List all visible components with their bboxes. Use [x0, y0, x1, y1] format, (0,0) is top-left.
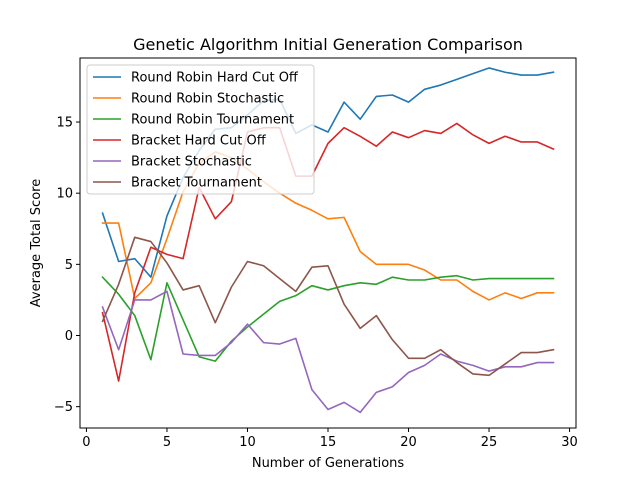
x-tick-label: 0	[82, 435, 90, 450]
x-tick-label: 10	[239, 435, 256, 450]
x-axis: 0 5 10 15 20 25 30	[82, 428, 578, 450]
x-tick-label: 5	[163, 435, 171, 450]
legend-label: Round Robin Hard Cut Off	[131, 71, 299, 86]
y-tick-label: −5	[54, 400, 73, 415]
legend-label: Round Robin Tournament	[131, 113, 294, 128]
series-line-5	[101, 290, 555, 414]
series-line-4	[101, 122, 555, 382]
y-axis: −5 0 5 10 15	[54, 116, 80, 415]
legend-box	[86, 64, 315, 195]
series-line-2	[101, 151, 555, 301]
legend-label: Bracket Tournament	[131, 176, 262, 191]
y-tick-label: 15	[56, 116, 73, 131]
series-line-6	[101, 236, 555, 377]
x-axis-label: Number of Generations	[252, 456, 405, 471]
legend-label: Bracket Hard Cut Off	[131, 134, 267, 149]
series-line-3	[101, 274, 555, 362]
legend-label: Bracket Stochastic	[131, 155, 252, 170]
chart-title: Genetic Algorithm Initial Generation Com…	[133, 35, 523, 54]
x-tick-label: 15	[320, 435, 337, 450]
legend-label: Round Robin Stochastic	[131, 92, 284, 107]
legend-items: Round Robin Hard Cut Off Round Robin Stoc…	[93, 71, 299, 191]
y-axis-label: Average Total Score	[29, 179, 44, 307]
y-tick-label: 10	[56, 187, 73, 202]
x-tick-label: 20	[400, 435, 417, 450]
x-tick-label: 25	[481, 435, 498, 450]
legend: Round Robin Hard Cut Off Round Robin Stoc…	[86, 64, 315, 195]
y-tick-label: 5	[65, 258, 73, 273]
y-tick-label: 0	[65, 329, 73, 344]
plot-area: 0 5 10 15 20 25 30 −5 0 5 10 15	[54, 57, 578, 450]
x-tick-label: 30	[561, 435, 578, 450]
